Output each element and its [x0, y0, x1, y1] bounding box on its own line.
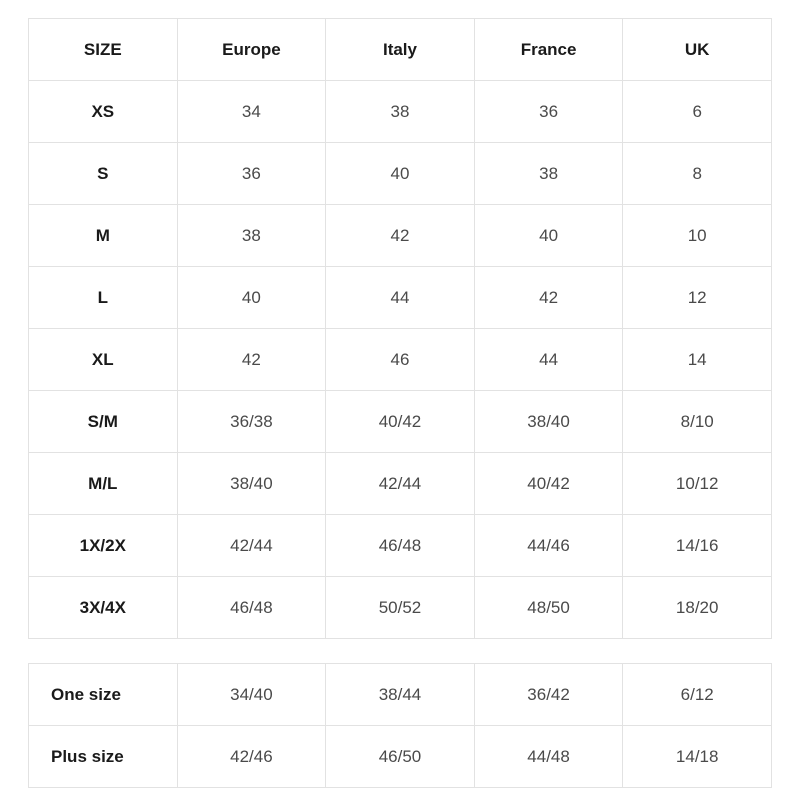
- cell-uk: 14/18: [623, 726, 772, 788]
- cell-uk: 6/12: [623, 664, 772, 726]
- cell-france: 36/42: [474, 664, 623, 726]
- cell-europe: 34/40: [177, 664, 326, 726]
- cell-size: XS: [29, 81, 178, 143]
- col-italy: Italy: [326, 19, 475, 81]
- cell-size: S: [29, 143, 178, 205]
- cell-uk: 14: [623, 329, 772, 391]
- table-row: M 38 42 40 10: [29, 205, 772, 267]
- table-row: S 36 40 38 8: [29, 143, 772, 205]
- cell-france: 44/46: [474, 515, 623, 577]
- cell-italy: 38/44: [326, 664, 475, 726]
- cell-size: Plus size: [29, 726, 178, 788]
- cell-italy: 42/44: [326, 453, 475, 515]
- col-france: France: [474, 19, 623, 81]
- table-row: 3X/4X 46/48 50/52 48/50 18/20: [29, 577, 772, 639]
- cell-uk: 8: [623, 143, 772, 205]
- cell-italy: 44: [326, 267, 475, 329]
- cell-europe: 34: [177, 81, 326, 143]
- cell-france: 36: [474, 81, 623, 143]
- cell-uk: 14/16: [623, 515, 772, 577]
- cell-europe: 36: [177, 143, 326, 205]
- table-row: M/L 38/40 42/44 40/42 10/12: [29, 453, 772, 515]
- size-aux-table: One size 34/40 38/44 36/42 6/12 Plus siz…: [28, 663, 772, 788]
- cell-uk: 8/10: [623, 391, 772, 453]
- cell-italy: 50/52: [326, 577, 475, 639]
- cell-france: 40/42: [474, 453, 623, 515]
- table-row: 1X/2X 42/44 46/48 44/46 14/16: [29, 515, 772, 577]
- table-header-row: SIZE Europe Italy France UK: [29, 19, 772, 81]
- cell-france: 44/48: [474, 726, 623, 788]
- cell-uk: 6: [623, 81, 772, 143]
- cell-size: XL: [29, 329, 178, 391]
- col-uk: UK: [623, 19, 772, 81]
- table-row: S/M 36/38 40/42 38/40 8/10: [29, 391, 772, 453]
- cell-italy: 46/50: [326, 726, 475, 788]
- table-row: One size 34/40 38/44 36/42 6/12: [29, 664, 772, 726]
- table-row: XL 42 46 44 14: [29, 329, 772, 391]
- cell-size: M/L: [29, 453, 178, 515]
- cell-europe: 42/44: [177, 515, 326, 577]
- cell-europe: 36/38: [177, 391, 326, 453]
- col-size: SIZE: [29, 19, 178, 81]
- cell-france: 38/40: [474, 391, 623, 453]
- cell-europe: 42: [177, 329, 326, 391]
- col-europe: Europe: [177, 19, 326, 81]
- cell-size: 1X/2X: [29, 515, 178, 577]
- cell-italy: 46/48: [326, 515, 475, 577]
- cell-france: 38: [474, 143, 623, 205]
- cell-uk: 10: [623, 205, 772, 267]
- table-row: XS 34 38 36 6: [29, 81, 772, 143]
- cell-size: S/M: [29, 391, 178, 453]
- cell-italy: 40: [326, 143, 475, 205]
- cell-size: One size: [29, 664, 178, 726]
- cell-uk: 10/12: [623, 453, 772, 515]
- size-conversion-table: SIZE Europe Italy France UK XS 34 38 36 …: [28, 18, 772, 639]
- cell-italy: 38: [326, 81, 475, 143]
- cell-france: 48/50: [474, 577, 623, 639]
- cell-size: M: [29, 205, 178, 267]
- cell-france: 40: [474, 205, 623, 267]
- cell-size: 3X/4X: [29, 577, 178, 639]
- table-row: L 40 44 42 12: [29, 267, 772, 329]
- cell-europe: 38/40: [177, 453, 326, 515]
- cell-france: 44: [474, 329, 623, 391]
- cell-europe: 42/46: [177, 726, 326, 788]
- cell-europe: 38: [177, 205, 326, 267]
- cell-size: L: [29, 267, 178, 329]
- cell-italy: 40/42: [326, 391, 475, 453]
- cell-uk: 12: [623, 267, 772, 329]
- table-row: Plus size 42/46 46/50 44/48 14/18: [29, 726, 772, 788]
- cell-europe: 46/48: [177, 577, 326, 639]
- cell-europe: 40: [177, 267, 326, 329]
- cell-france: 42: [474, 267, 623, 329]
- cell-uk: 18/20: [623, 577, 772, 639]
- cell-italy: 42: [326, 205, 475, 267]
- cell-italy: 46: [326, 329, 475, 391]
